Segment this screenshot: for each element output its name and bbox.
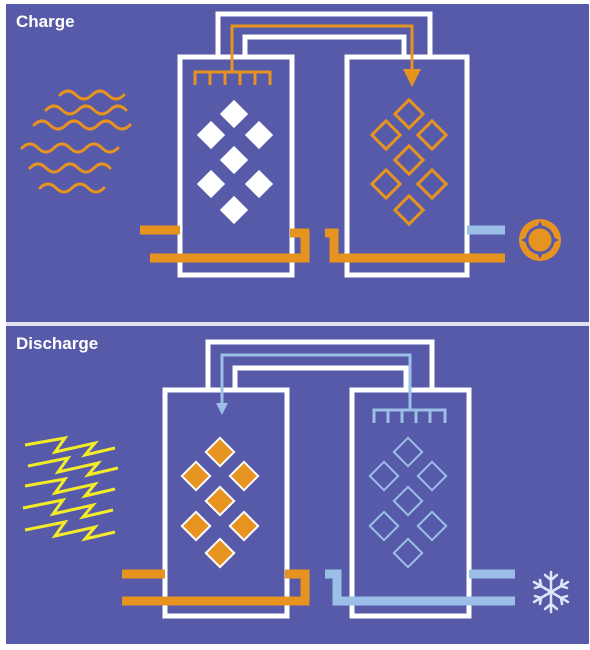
heat-waves-icon <box>20 89 132 194</box>
discharge-diagram <box>22 339 570 619</box>
lightning-icon <box>22 435 119 542</box>
charge-tank-cold <box>325 54 505 278</box>
discharge-panel: Discharge <box>6 326 589 644</box>
discharge-tank-cold <box>325 387 515 619</box>
charge-hot-material <box>196 99 274 225</box>
discharge-title: Discharge <box>16 334 99 353</box>
charge-duct <box>215 11 433 87</box>
charge-diagram <box>20 11 561 278</box>
sun-icon <box>519 219 561 261</box>
discharge-duct <box>205 339 435 415</box>
charge-title: Charge <box>16 12 75 31</box>
discharge-hot-material <box>180 436 260 569</box>
discharge-tank-hot <box>122 387 310 619</box>
charge-cold-material <box>369 97 449 227</box>
snowflake-icon <box>532 570 570 614</box>
charge-tank-hot <box>140 54 310 278</box>
discharge-cold-material <box>368 436 448 569</box>
panel-divider <box>6 322 589 326</box>
